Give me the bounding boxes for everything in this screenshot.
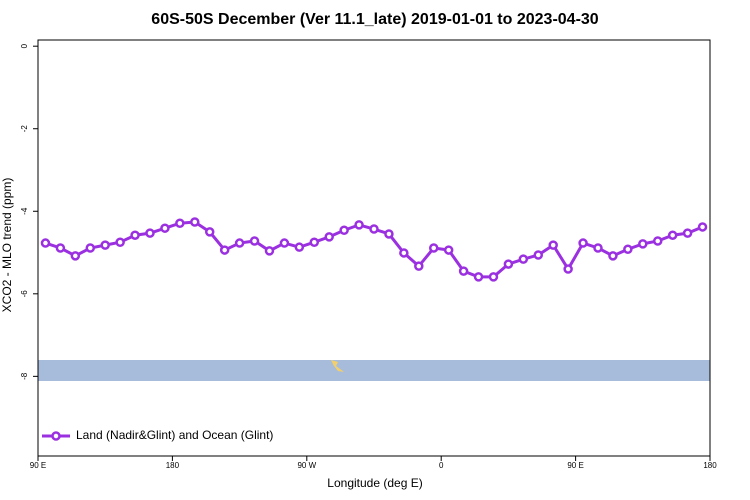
- x-tick-label: 90 E: [30, 461, 46, 470]
- data-point: [339, 225, 349, 236]
- data-point: [115, 237, 125, 247]
- legend-label: Land (Nadir&Glint) and Ocean (Glint): [76, 428, 273, 442]
- data-point: [578, 238, 588, 248]
- x-tick-label: 90 E: [567, 461, 583, 470]
- data-point: [279, 238, 290, 248]
- data-point: [399, 248, 409, 258]
- data-point: [682, 228, 693, 238]
- y-axis-label: XCO2 - MLO trend (ppm): [0, 178, 14, 313]
- data-point: [652, 236, 663, 246]
- data-point: [264, 246, 275, 256]
- data-point: [294, 242, 305, 252]
- data-point: [70, 251, 81, 261]
- data-point: [384, 229, 394, 239]
- data-point: [428, 243, 439, 253]
- data-point: [219, 245, 230, 255]
- data-point: [85, 243, 96, 253]
- y-tick-label: -2: [20, 125, 29, 133]
- data-point: [190, 217, 200, 227]
- chart-title: 60S-50S December (Ver 11.1_late) 2019-01…: [151, 11, 599, 28]
- data-point: [488, 272, 499, 282]
- x-tick-label: 180: [703, 461, 717, 470]
- data-point: [623, 244, 633, 254]
- data-point: [518, 254, 529, 264]
- data-point: [160, 223, 170, 233]
- y-tick-label: -8: [20, 372, 29, 380]
- data-point: [100, 240, 110, 250]
- y-tick-label: -4: [20, 207, 29, 215]
- data-point: [354, 220, 364, 230]
- data-point: [55, 243, 66, 253]
- map-strip: [38, 360, 710, 381]
- data-point: [309, 237, 320, 247]
- data-point: [697, 222, 708, 232]
- data-point: [608, 251, 618, 261]
- data-point: [503, 259, 514, 269]
- data-point: [40, 238, 51, 248]
- data-point: [548, 240, 558, 250]
- y-tick-label: 0: [20, 43, 29, 48]
- x-axis-label: Longitude (deg E): [327, 476, 422, 490]
- data-point: [473, 272, 484, 282]
- map-land: [331, 360, 344, 372]
- data-point: [667, 230, 678, 240]
- x-tick-label: 90 W: [297, 461, 316, 470]
- data-point: [249, 236, 260, 246]
- data-point: [593, 243, 603, 253]
- data-point: [458, 266, 469, 276]
- x-tick-label: 0: [439, 461, 444, 470]
- data-point: [175, 218, 185, 228]
- data-point: [324, 232, 334, 242]
- data-point: [145, 228, 155, 238]
- y-tick-label: -6: [20, 290, 29, 298]
- data-point: [414, 261, 424, 271]
- data-point: [369, 224, 379, 234]
- data-point: [533, 250, 544, 260]
- data-point: [234, 238, 245, 248]
- data-point: [204, 227, 215, 237]
- plot-frame: [37, 39, 711, 457]
- x-tick-label: 180: [166, 461, 180, 470]
- data-point: [563, 264, 573, 274]
- legend-marker: [51, 431, 61, 441]
- data-point: [130, 230, 140, 240]
- data-point: [443, 245, 454, 255]
- data-point: [638, 239, 648, 249]
